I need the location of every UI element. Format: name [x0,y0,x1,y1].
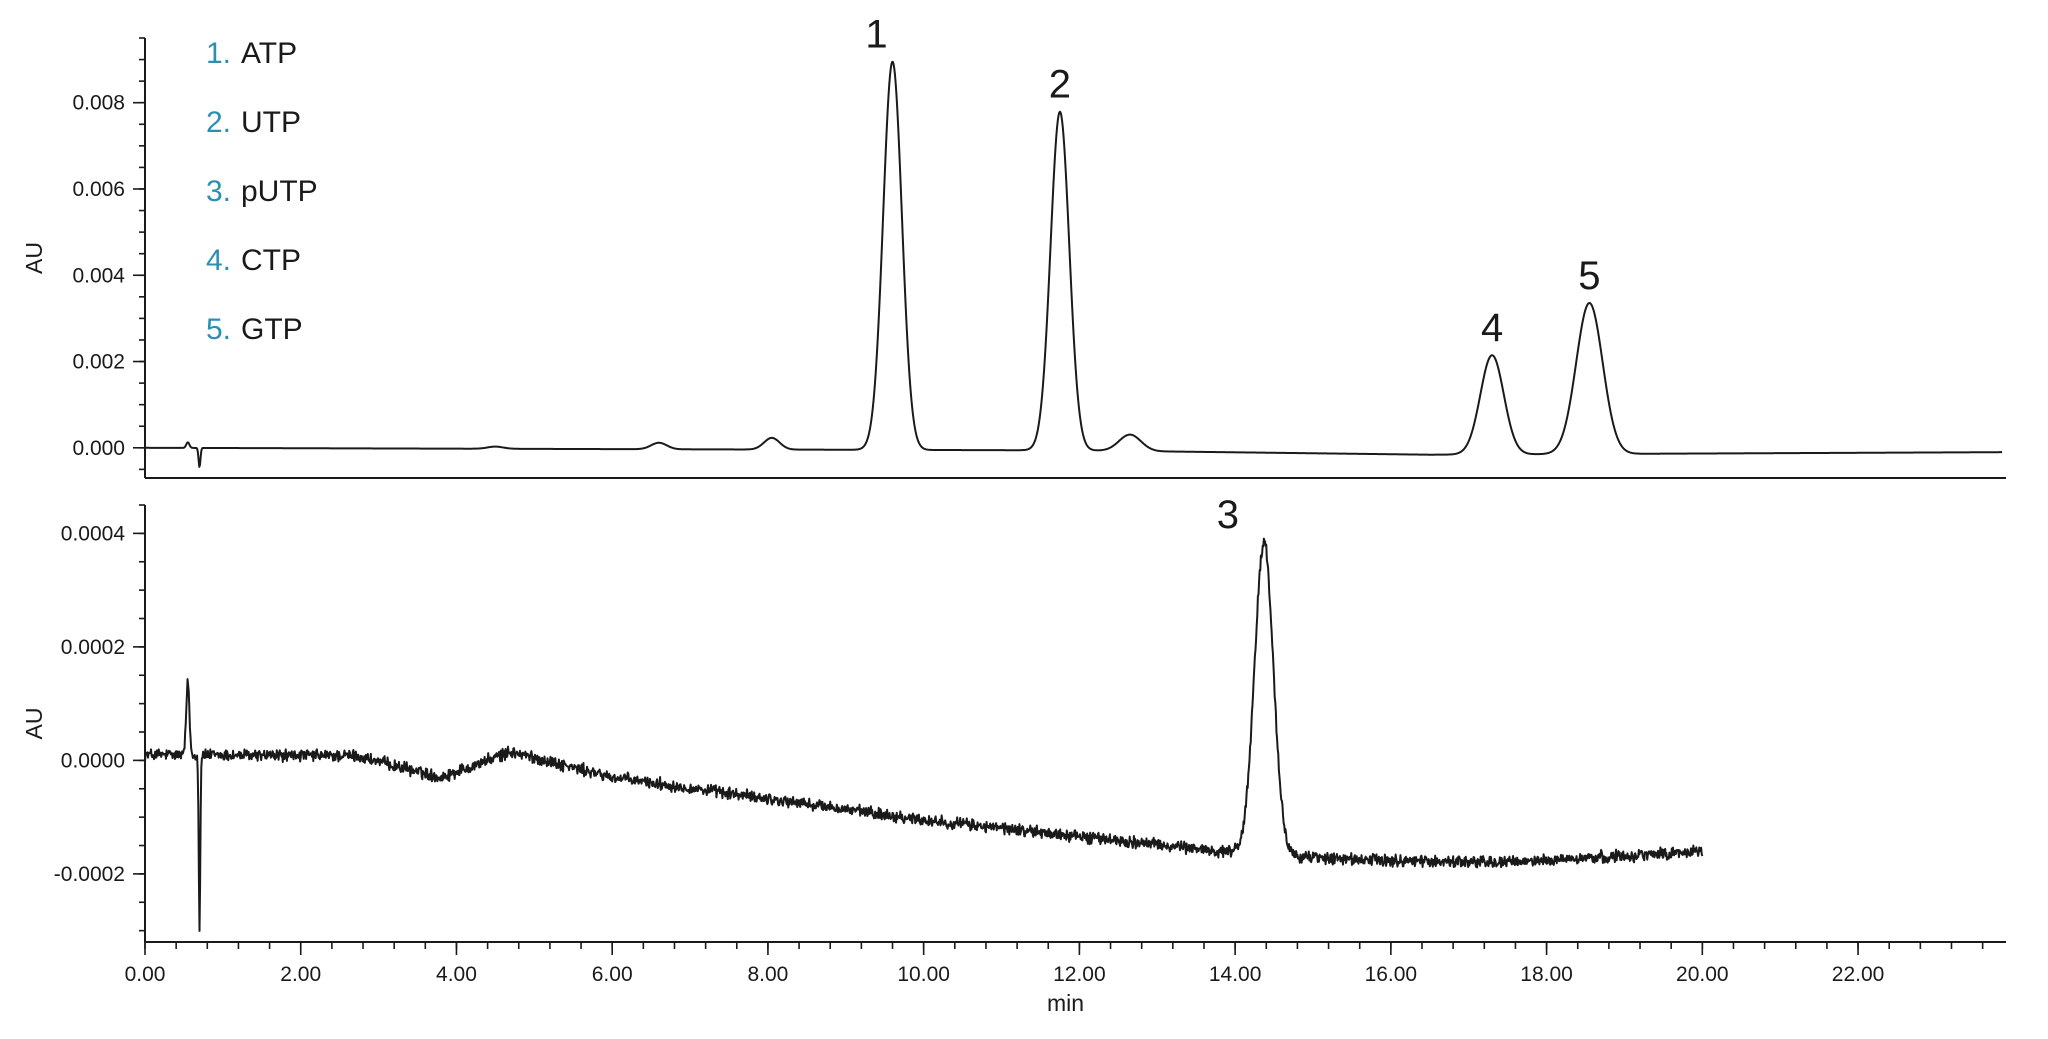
y-tick-label: 0.0004 [61,522,126,545]
y-tick-label: 0.0002 [61,636,125,659]
x-tick-label: 2.00 [280,963,321,986]
y-tick-label: 0.000 [72,437,125,460]
x-tick-label: 20.00 [1676,963,1729,986]
x-tick-label: 12.00 [1053,963,1106,986]
x-axis-title: min [1047,990,1084,1016]
y-tick-label: -0.0002 [54,863,125,886]
x-tick-label: 10.00 [897,963,950,986]
y-tick-label: 0.008 [72,92,125,115]
y-tick-label: 0.0000 [61,749,125,772]
y-axis-title: AU [21,708,47,740]
peak-label-3: 3 [1217,493,1239,537]
legend-number: 3. [206,175,231,208]
x-tick-label: 14.00 [1209,963,1262,986]
y-axis-title: AU [21,242,47,274]
bottom-chromatogram-panel: -0.0002 0.0000 0.0002 0.0004 AU 0.00 2.00 4.00 6… [21,493,2006,1016]
y-tick-label: 0.004 [72,264,125,287]
x-tick-label: 18.00 [1520,963,1573,986]
y-tick-label: 0.002 [72,351,125,374]
x-tick-label: 8.00 [747,963,788,986]
x-tick-label: 22.00 [1832,963,1885,986]
peak-label-4: 4 [1481,306,1503,350]
x-tick-label: 6.00 [592,963,633,986]
legend-number: 4. [206,244,231,277]
legend-compound-name: GTP [241,313,303,346]
y-tick-label: 0.006 [72,178,125,201]
legend-compound-name: ATP [241,37,297,70]
top-chromatogram-panel: 0.000 0.002 0.004 0.006 0.008 AU 1 2 4 5 [21,13,2006,479]
legend-compound-name: CTP [241,244,301,277]
chromatogram-trace [144,60,2003,468]
x-tick-label: 0.00 [125,963,166,986]
legend: 1. ATP 2. UTP 3. pUTP 4. CTP 5. GTP [206,37,318,346]
x-tick-label: 16.00 [1365,963,1418,986]
peak-label-5: 5 [1578,254,1600,298]
legend-number: 5. [206,313,231,346]
chromatogram-trace [144,537,1704,932]
peak-label-1: 1 [865,13,887,57]
legend-number: 1. [206,37,231,70]
legend-compound-name: UTP [241,106,301,139]
legend-number: 2. [206,106,231,139]
x-tick-label: 4.00 [436,963,477,986]
legend-compound-name: pUTP [241,175,318,208]
peak-label-2: 2 [1049,63,1071,107]
